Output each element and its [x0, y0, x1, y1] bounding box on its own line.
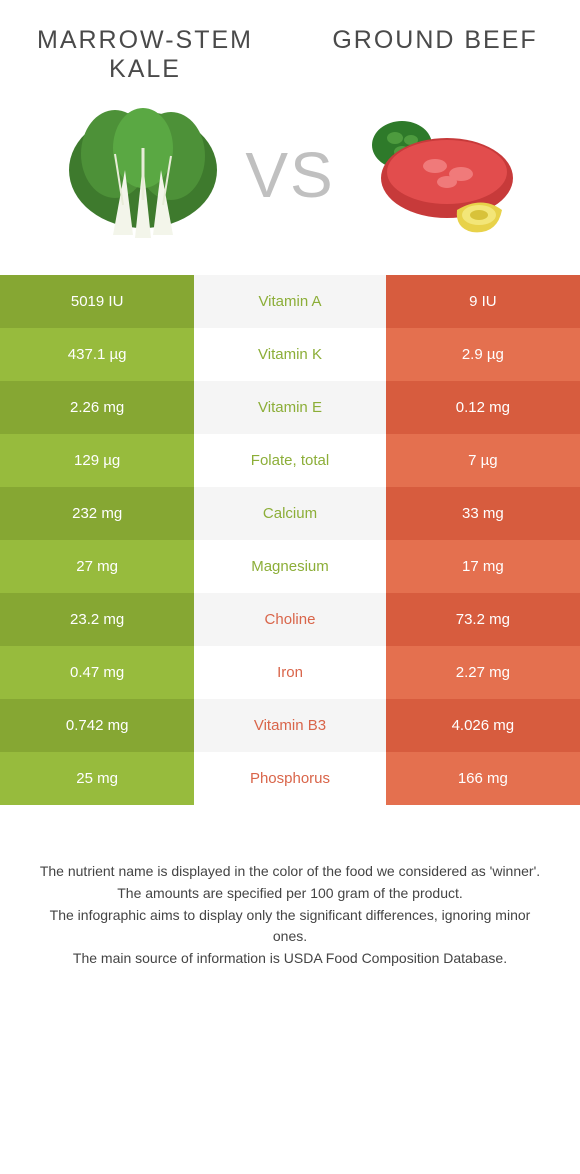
nutrient-row: 232 mgCalcium33 mg: [0, 487, 580, 540]
nutrient-row: 27 mgMagnesium17 mg: [0, 540, 580, 593]
infographic-container: MARROW-STEM KALE GROUND BEEF VS: [0, 0, 580, 990]
nutrient-name: Choline: [194, 593, 385, 646]
nutrient-name: Vitamin E: [194, 381, 385, 434]
left-value: 23.2 mg: [0, 593, 194, 646]
nutrient-row: 23.2 mgCholine73.2 mg: [0, 593, 580, 646]
left-value: 437.1 µg: [0, 328, 194, 381]
footer-notes: The nutrient name is displayed in the co…: [0, 805, 580, 990]
nutrient-row: 0.742 mgVitamin B34.026 mg: [0, 699, 580, 752]
nutrient-name: Iron: [194, 646, 385, 699]
nutrient-row: 437.1 µgVitamin K2.9 µg: [0, 328, 580, 381]
right-value: 73.2 mg: [386, 593, 580, 646]
nutrient-name: Vitamin B3: [194, 699, 385, 752]
nutrient-row: 5019 IUVitamin A9 IU: [0, 275, 580, 328]
footer-line: The nutrient name is displayed in the co…: [32, 861, 548, 882]
left-value: 2.26 mg: [0, 381, 194, 434]
footer-line: The amounts are specified per 100 gram o…: [32, 883, 548, 904]
nutrient-table: 5019 IUVitamin A9 IU437.1 µgVitamin K2.9…: [0, 275, 580, 805]
nutrient-name: Folate, total: [194, 434, 385, 487]
nutrient-row: 2.26 mgVitamin E0.12 mg: [0, 381, 580, 434]
footer-line: The main source of information is USDA F…: [32, 948, 548, 969]
right-value: 4.026 mg: [386, 699, 580, 752]
footer-line: The infographic aims to display only the…: [32, 905, 548, 947]
kale-image: [50, 98, 235, 253]
nutrient-name: Vitamin K: [194, 328, 385, 381]
left-value: 0.742 mg: [0, 699, 194, 752]
nutrient-row: 25 mgPhosphorus166 mg: [0, 752, 580, 805]
right-value: 33 mg: [386, 487, 580, 540]
header-titles: MARROW-STEM KALE GROUND BEEF: [0, 0, 580, 92]
left-value: 25 mg: [0, 752, 194, 805]
left-value: 129 µg: [0, 434, 194, 487]
vs-label: VS: [245, 138, 334, 212]
left-value: 232 mg: [0, 487, 194, 540]
nutrient-row: 0.47 mgIron2.27 mg: [0, 646, 580, 699]
left-food-title: MARROW-STEM KALE: [0, 26, 290, 84]
right-value: 2.9 µg: [386, 328, 580, 381]
right-value: 166 mg: [386, 752, 580, 805]
images-row: VS: [0, 92, 580, 275]
beef-image: [345, 98, 530, 253]
nutrient-name: Magnesium: [194, 540, 385, 593]
right-value: 7 µg: [386, 434, 580, 487]
right-value: 17 mg: [386, 540, 580, 593]
right-value: 9 IU: [386, 275, 580, 328]
nutrient-name: Phosphorus: [194, 752, 385, 805]
right-value: 2.27 mg: [386, 646, 580, 699]
nutrient-row: 129 µgFolate, total7 µg: [0, 434, 580, 487]
left-value: 5019 IU: [0, 275, 194, 328]
right-value: 0.12 mg: [386, 381, 580, 434]
right-food-title: GROUND BEEF: [290, 26, 580, 55]
left-value: 0.47 mg: [0, 646, 194, 699]
nutrient-name: Calcium: [194, 487, 385, 540]
nutrient-name: Vitamin A: [194, 275, 385, 328]
left-value: 27 mg: [0, 540, 194, 593]
